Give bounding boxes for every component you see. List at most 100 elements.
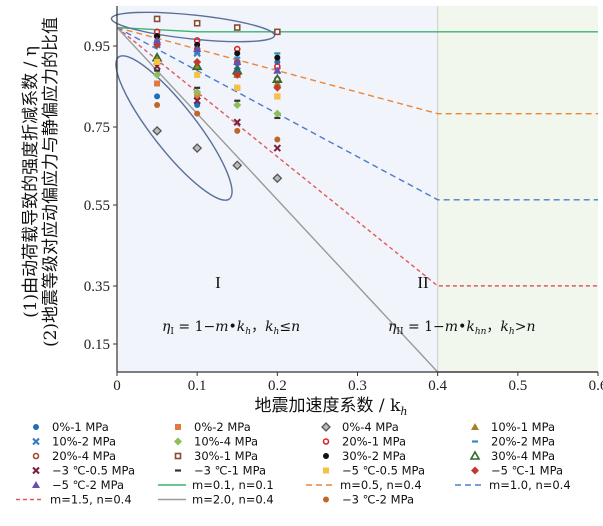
point-s2-2 — [194, 93, 201, 100]
legend-item-15: −5 ℃-0.5 MPa — [323, 464, 425, 478]
legend-label-16: −5 ℃-1 MPa — [491, 464, 563, 478]
point-s3-4 — [272, 173, 283, 184]
legend-label-11: 30%-2 MPa — [342, 449, 406, 463]
point-s17-3 — [233, 57, 242, 65]
point-s16-3 — [233, 70, 242, 79]
legend-item-23: −3 ℃-2 MPa — [323, 493, 414, 507]
legend-item-22: m=2.0, n=0.4 — [158, 493, 274, 507]
point-s18-2 — [194, 110, 201, 117]
legend-label-15: −5 ℃-0.5 MPa — [342, 464, 425, 478]
point-s16-4 — [273, 83, 282, 92]
legend-label-20: m=1.0, n=0.4 — [489, 478, 571, 492]
lower-ellipse — [115, 55, 233, 201]
legend-item-21: m=1.5, n=0.4 — [16, 493, 132, 507]
point-s15-1 — [154, 58, 161, 65]
legend-marker-10 — [174, 452, 182, 460]
legend-marker-6 — [174, 437, 182, 446]
legend-item-20: m=1.0, n=0.4 — [455, 478, 571, 492]
annotation-region-i: ηI = 1−m•kh，kh≤n — [162, 319, 300, 337]
region-label-ii: II — [417, 273, 429, 292]
legend-label-9: 20%-4 MPa — [52, 449, 116, 463]
x-ticks: 0 0.1 0.2 0.3 0.4 0.5 0.6 — [113, 372, 603, 394]
legend-item-6: 10%-4 MPa — [174, 435, 258, 449]
y-axis-label-line2: (2)地震等级对应动偏应力与静偏应力的比值 — [41, 17, 61, 347]
x-tick-label-2: 0.1 — [188, 378, 207, 394]
legend-label-4: 10%-1 MPa — [491, 420, 555, 434]
legend-item-9: 20%-4 MPa — [32, 449, 116, 463]
point-s13-3 — [233, 118, 241, 126]
legend-item-18: m=0.1, n=0.1 — [158, 478, 274, 492]
point-s6-1 — [153, 70, 162, 79]
point-s2-1 — [154, 80, 161, 87]
legend-marker-13 — [32, 466, 40, 475]
point-s6-2 — [193, 88, 202, 97]
legend-label-12: 30%-4 MPa — [491, 449, 555, 463]
legend-marker-7 — [322, 438, 330, 445]
point-s12-2 — [191, 60, 203, 71]
annotation-region-ii: ηII = 1−m•khn，kh>n — [388, 319, 535, 337]
point-s18-3 — [234, 127, 241, 134]
legend-item-3: 0%-4 MPa — [321, 420, 399, 434]
legend: 0%-1 MPa 0%-2 MPa 0%-4 MPa 10%-1 MPa 10%-2 M… — [16, 420, 571, 507]
legend-marker-16 — [471, 466, 479, 475]
legend-label-13: −3 ℃-0.5 MPa — [52, 464, 135, 478]
legend-label-7: 20%-1 MPa — [342, 435, 406, 449]
point-s1-1 — [154, 93, 161, 100]
legend-label-8: 20%-2 MPa — [491, 435, 555, 449]
upper-ellipse — [110, 11, 276, 43]
x-tick-label-1: 0 — [113, 378, 121, 394]
x-tick-label-5: 0.4 — [428, 378, 447, 394]
legend-item-12: 30%-4 MPa — [469, 449, 555, 463]
legend-marker-11 — [323, 453, 329, 459]
point-s15-3 — [234, 84, 241, 91]
point-s15-2 — [194, 71, 201, 78]
region-label-i: I — [215, 273, 221, 292]
legend-marker-23 — [323, 496, 329, 503]
model-line-2 — [116, 26, 598, 115]
point-s13-4 — [273, 144, 282, 152]
x-tick-label-4: 0.3 — [348, 378, 367, 394]
legend-item-2: 0%-2 MPa — [175, 420, 251, 434]
y-tick-label-1: 0.15 — [84, 337, 110, 353]
point-s11-1 — [154, 33, 161, 40]
legend-label-22: m=2.0, n=0.4 — [192, 493, 274, 507]
legend-label-3: 0%-4 MPa — [342, 420, 399, 434]
legend-item-17: −5 ℃-2 MPa — [32, 478, 124, 492]
x-tick-label-6: 0.5 — [508, 378, 527, 394]
legend-item-4: 10%-1 MPa — [471, 420, 555, 434]
legend-label-19: m=0.5, n=0.4 — [340, 478, 422, 492]
regions — [117, 6, 598, 372]
legend-label-17: −5 ℃-2 MPa — [52, 478, 124, 492]
legend-label-2: 0%-2 MPa — [194, 420, 251, 434]
data-points — [151, 15, 283, 184]
model-line-3 — [116, 26, 598, 201]
legend-label-18: m=0.1, n=0.1 — [192, 478, 274, 492]
model-line-4 — [116, 26, 598, 287]
point-s10-3 — [233, 24, 241, 31]
legend-item-10: 30%-1 MPa — [174, 449, 258, 463]
legend-item-19: m=0.5, n=0.4 — [306, 478, 422, 492]
legend-item-13: −3 ℃-0.5 MPa — [32, 464, 135, 478]
legend-marker-9 — [32, 452, 40, 460]
model-line-1 — [116, 26, 598, 33]
legend-item-16: −5 ℃-1 MPa — [471, 464, 563, 478]
region-2-background — [437, 6, 598, 372]
legend-item-14: −3 ℃-1 MPa — [175, 464, 266, 478]
x-tick-label-3: 0.2 — [268, 378, 287, 394]
legend-marker-12 — [469, 450, 481, 460]
point-s10-2 — [193, 19, 201, 27]
legend-item-8: 20%-2 MPa — [472, 435, 555, 449]
point-s10-4 — [274, 28, 281, 36]
point-s3-2 — [192, 143, 203, 154]
point-s18-1 — [154, 102, 161, 109]
legend-label-5: 10%-2 MPa — [52, 435, 116, 449]
point-s11-3 — [234, 50, 241, 57]
point-s16-2 — [193, 57, 202, 66]
legend-label-23: −3 ℃-2 MPa — [342, 493, 414, 507]
point-s17-2 — [193, 45, 202, 53]
point-s4-1 — [153, 53, 162, 61]
y-ticks: 0.15 0.35 0.55 0.75 0.95 — [84, 39, 117, 353]
point-s11-4 — [274, 54, 281, 61]
legend-item-7: 20%-1 MPa — [322, 435, 406, 449]
